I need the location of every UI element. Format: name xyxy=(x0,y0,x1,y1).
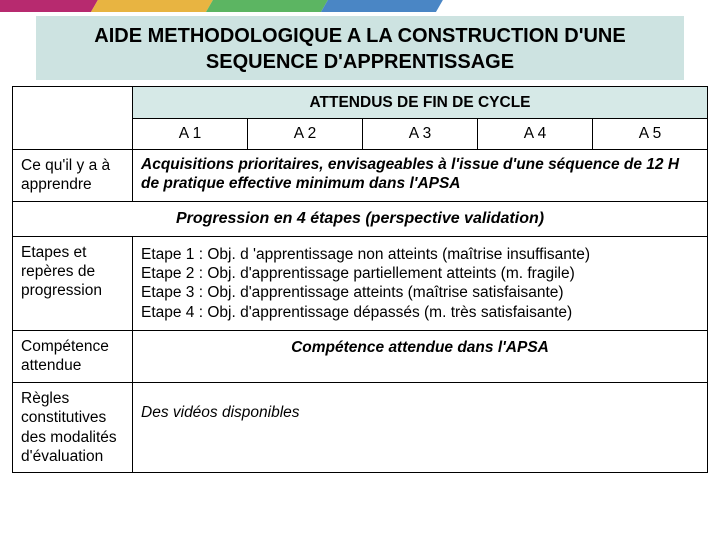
col-a5: A 5 xyxy=(593,119,708,149)
col-empty xyxy=(13,87,133,150)
cell-etapes: Etape 1 : Obj. d 'apprentissage non atte… xyxy=(133,236,708,331)
row-label-etapes: Etapes et repères de progression xyxy=(13,236,133,331)
col-a2: A 2 xyxy=(248,119,363,149)
cell-competence: Compétence attendue dans l'APSA xyxy=(133,331,708,383)
col-a1: A 1 xyxy=(133,119,248,149)
col-a3: A 3 xyxy=(363,119,478,149)
col-a4: A 4 xyxy=(478,119,593,149)
cell-acquisitions: Acquisitions prioritaires, envisageables… xyxy=(133,149,708,201)
page-title: AIDE METHODOLOGIQUE A LA CONSTRUCTION D'… xyxy=(36,16,684,80)
row-label-regles: Règles constitutives des modalités d'éva… xyxy=(13,382,133,473)
content-table: ATTENDUS DE FIN DE CYCLE A 1 A 2 A 3 A 4… xyxy=(12,86,708,473)
cell-regles: Des vidéos disponibles xyxy=(133,382,708,473)
row-label-competence: Compétence attendue xyxy=(13,331,133,383)
header-attendus: ATTENDUS DE FIN DE CYCLE xyxy=(133,87,708,119)
row-label-acquisitions: Ce qu'il y a à apprendre xyxy=(13,149,133,201)
decorative-stripes xyxy=(0,0,444,12)
header-progression: Progression en 4 étapes (perspective val… xyxy=(13,201,708,236)
